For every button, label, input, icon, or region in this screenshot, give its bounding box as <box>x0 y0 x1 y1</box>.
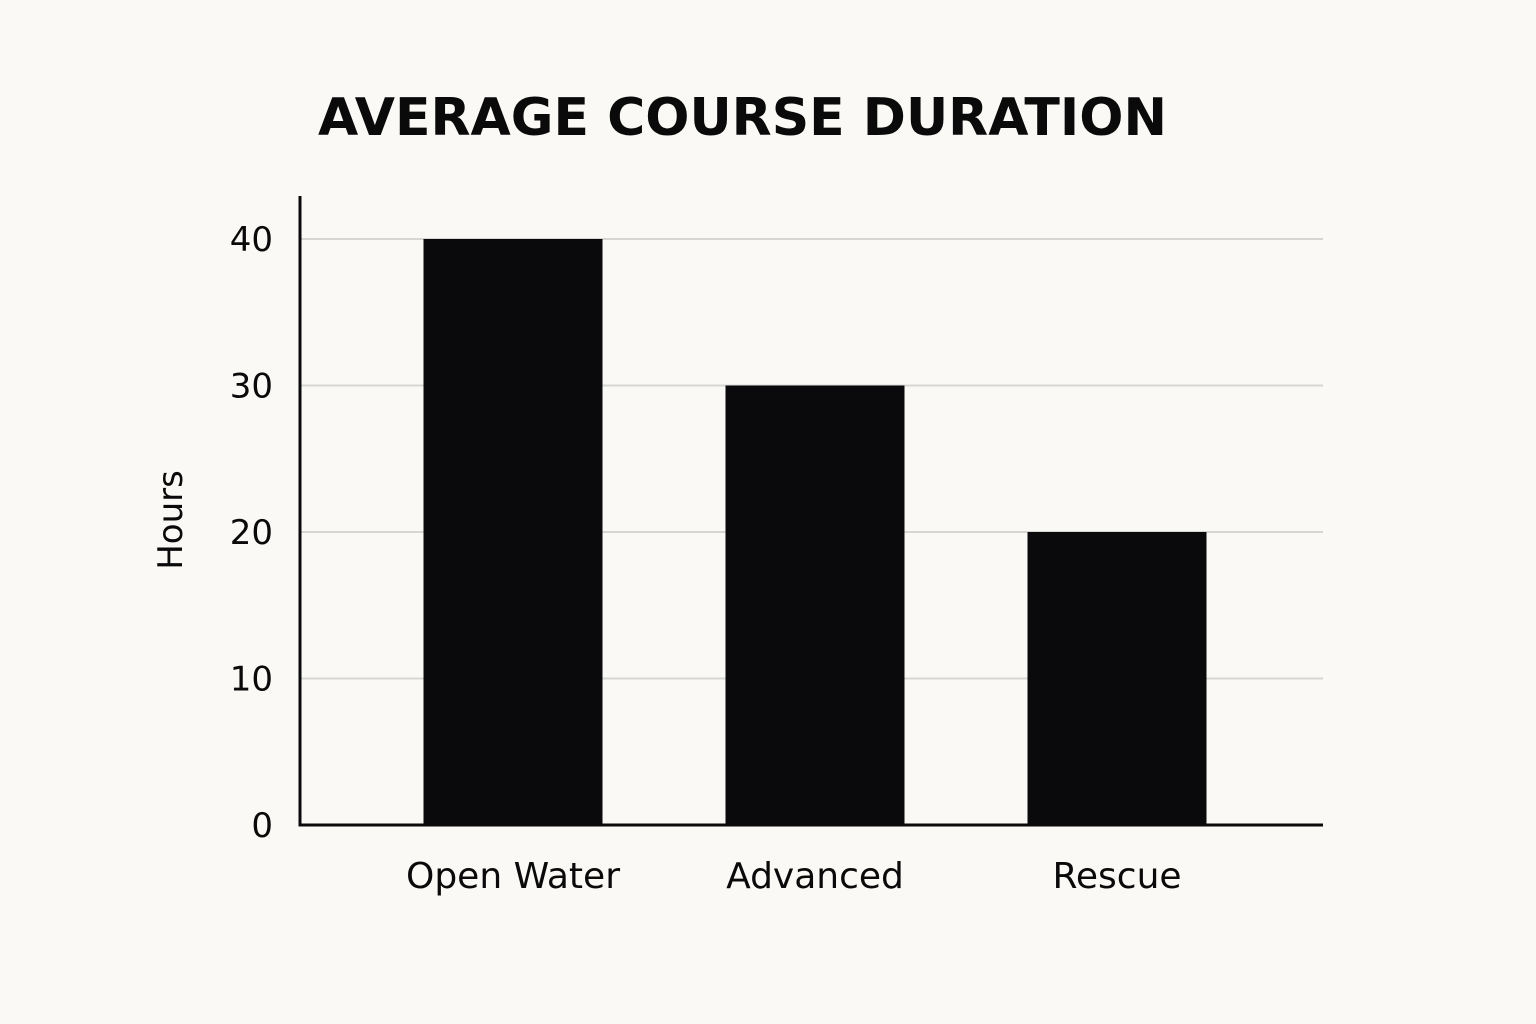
chart-axes <box>298 196 1323 827</box>
bar-rescue <box>1027 532 1207 825</box>
y-tick-label-0: 0 <box>251 806 273 846</box>
y-tick-label-40: 40 <box>230 220 273 260</box>
y-tick-label-20: 20 <box>230 513 273 553</box>
bar-open-water <box>423 239 603 825</box>
bars <box>423 239 1207 825</box>
x-category-labels: Open Water Advanced Rescue <box>406 856 1182 897</box>
chart-title: AVERAGE COURSE DURATION <box>318 88 1167 148</box>
x-category-label-advanced: Advanced <box>726 856 904 897</box>
x-category-label-open-water: Open Water <box>406 856 620 897</box>
y-tick-label-30: 30 <box>230 367 273 407</box>
x-category-label-rescue: Rescue <box>1052 856 1181 897</box>
y-tick-label-10: 10 <box>230 660 273 700</box>
y-tick-labels: 0 10 20 30 40 <box>230 220 273 846</box>
y-axis-title: Hours <box>151 470 191 570</box>
bar-advanced <box>725 385 905 825</box>
